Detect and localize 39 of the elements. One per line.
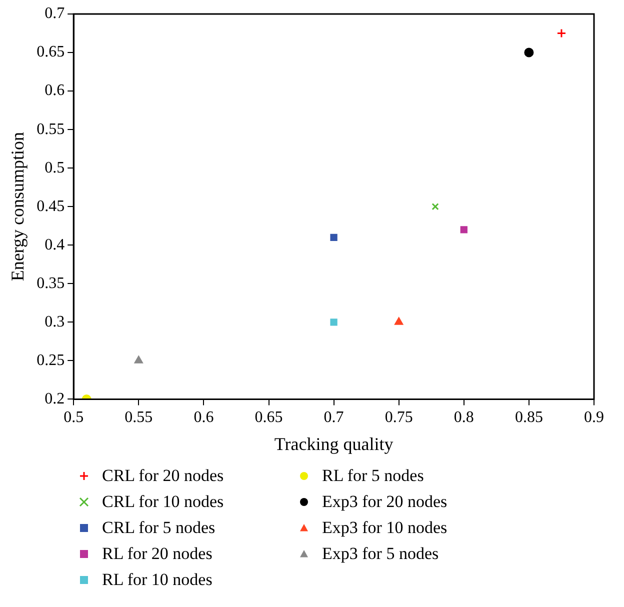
legend-label: RL for 10 nodes — [102, 570, 212, 590]
x-tick-label: 0.7 — [324, 409, 344, 426]
point — [432, 203, 439, 210]
x-tick-label: 0.65 — [254, 409, 283, 426]
y-tick-label: 0.7 — [44, 5, 65, 22]
x-tick-label: 0.8 — [454, 409, 474, 426]
point — [394, 317, 404, 325]
y-tick-label: 0.55 — [36, 120, 65, 138]
legend-label: CRL for 5 nodes — [102, 518, 216, 538]
x-tick-label: 0.5 — [64, 409, 84, 426]
x-tick-label: 0.75 — [384, 409, 413, 426]
point — [556, 28, 566, 38]
y-tick-label: 0.45 — [36, 198, 65, 215]
x-tick-label: 0.85 — [514, 409, 543, 426]
point — [460, 226, 468, 234]
y-tick-label: 0.35 — [36, 274, 65, 292]
legend-label: CRL for 10 nodes — [102, 492, 224, 512]
x-tick-label: 0.6 — [194, 409, 214, 426]
x-tick-label: 0.9 — [584, 409, 604, 426]
y-tick-label: 0.3 — [44, 313, 65, 330]
legend-label: Exp3 for 10 nodes — [322, 518, 448, 538]
legend-label: RL for 20 nodes — [102, 544, 212, 564]
y-tick-label: 0.6 — [44, 82, 65, 100]
x-tick-label: 0.55 — [124, 409, 153, 426]
legend-label: RL for 5 nodes — [322, 466, 424, 486]
point — [330, 318, 338, 326]
legend-label: Exp3 for 20 nodes — [322, 492, 448, 512]
y-axis-title: Energy consumption — [8, 132, 28, 282]
y-tick-label: 0.25 — [36, 352, 65, 369]
y-tick-label: 0.65 — [36, 44, 65, 61]
legend-label: Exp3 for 5 nodes — [322, 544, 439, 564]
y-tick-label: 0.2 — [44, 390, 65, 408]
point — [134, 356, 143, 364]
point — [330, 234, 338, 241]
x-axis-title: Tracking quality — [274, 434, 394, 454]
y-tick-label: 0.4 — [44, 236, 65, 254]
y-tick-label: 0.5 — [44, 159, 65, 176]
point — [524, 48, 534, 58]
legend-label: CRL for 20 nodes — [102, 466, 224, 486]
